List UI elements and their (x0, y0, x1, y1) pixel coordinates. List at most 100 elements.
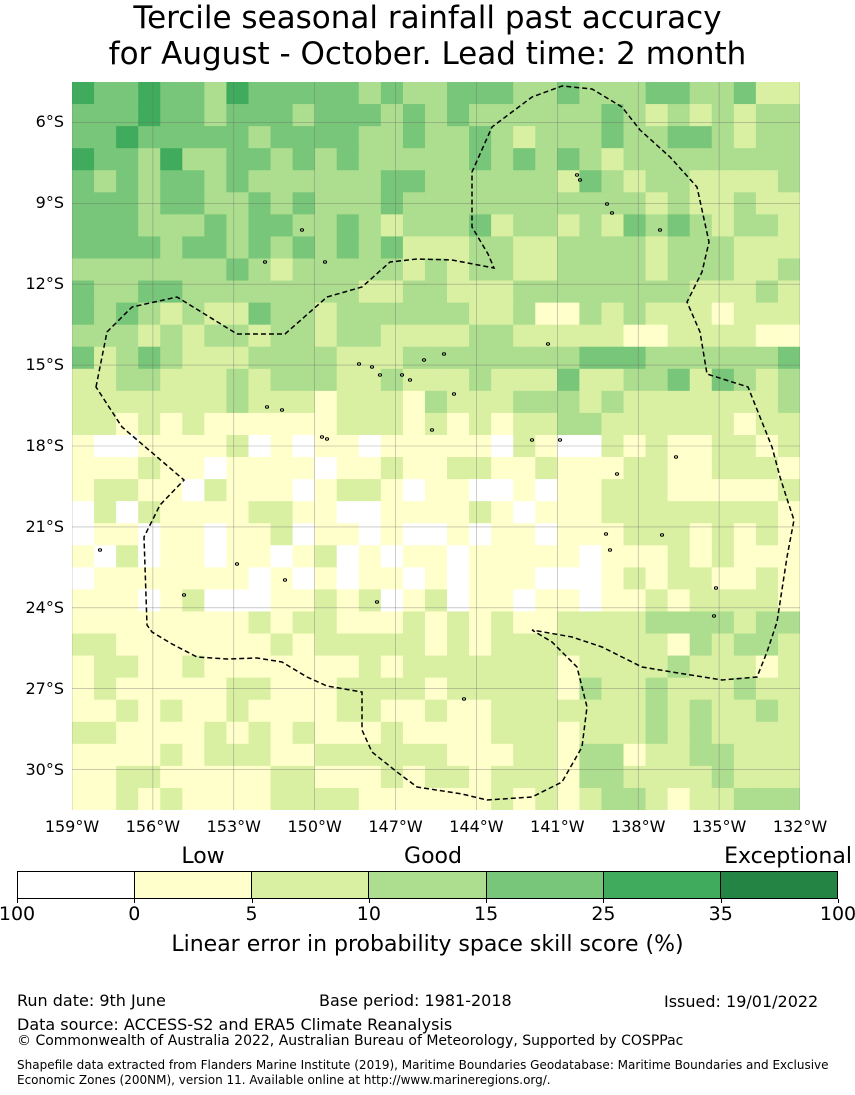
grid-cell (579, 390, 602, 414)
grid-cell (755, 236, 779, 259)
grid-cell (557, 721, 580, 745)
grid-cell (270, 346, 294, 370)
grid-cell (402, 567, 426, 590)
grid-cell (358, 170, 382, 193)
grid-cell (116, 280, 139, 304)
grid-cell (755, 412, 779, 436)
grid-cell (557, 258, 580, 281)
grid-cell (601, 148, 624, 171)
grid-cell (226, 479, 249, 502)
longitude-label: 156°W (125, 817, 181, 836)
latitude-label: 30°S (25, 759, 64, 779)
grid-cell (733, 479, 757, 502)
grid-cell (248, 589, 271, 612)
grid-cell (755, 787, 779, 810)
grid-cell (424, 302, 448, 326)
grid-cell (535, 82, 558, 105)
grid-cell (226, 170, 249, 193)
grid-cell (557, 82, 580, 105)
grid-cell (182, 457, 205, 480)
grid-cell (733, 258, 757, 281)
grid-cell (424, 104, 448, 127)
grid-cell (72, 346, 95, 370)
grid-cell (513, 390, 536, 414)
grid-cell (292, 82, 316, 105)
grid-cell (491, 523, 514, 546)
grid-cell (535, 633, 558, 656)
grid-cell (535, 390, 558, 414)
grid-cell (513, 765, 536, 789)
grid-cell (447, 567, 470, 590)
grid-cell (292, 699, 316, 723)
grid-cell (491, 236, 514, 259)
grid-cell (116, 699, 139, 723)
grid-cell (689, 699, 713, 723)
grid-cell (380, 148, 404, 171)
grid-cell (623, 126, 646, 149)
grid-cell (447, 479, 470, 502)
grid-cell (94, 787, 117, 810)
grid-cell (94, 346, 117, 370)
grid-cell (314, 390, 338, 414)
grid-cell (557, 567, 580, 590)
island-outline (659, 533, 665, 537)
grid-cell (711, 390, 735, 414)
grid-cell (689, 589, 713, 612)
grid-cell (160, 236, 183, 259)
grid-cell (182, 567, 205, 590)
grid-cell (138, 170, 161, 193)
grid-cell (402, 280, 426, 304)
grid-cell (579, 346, 602, 370)
grid-cell (138, 743, 161, 767)
grid-cell (138, 567, 161, 590)
grid-cell (94, 545, 117, 568)
grid-cell (160, 699, 183, 723)
grid-cell (248, 633, 271, 656)
grid-cell (491, 390, 514, 414)
grid-cell (204, 479, 227, 502)
grid-cell (182, 148, 205, 171)
grid-cell (116, 346, 139, 370)
grid-cell (314, 655, 338, 679)
grid-cell (204, 390, 227, 414)
grid-cell (623, 633, 646, 656)
grid-cell (116, 126, 139, 149)
grid-cell (204, 324, 227, 348)
grid-cell (292, 479, 316, 502)
grid-cell (424, 324, 448, 348)
grid-cell (645, 214, 669, 237)
grid-cell (689, 280, 713, 304)
grid-cell (160, 501, 183, 524)
grid-cell (138, 412, 161, 436)
grid-cell (755, 104, 779, 127)
grid-cell (557, 523, 580, 546)
longitude-label: 144°W (449, 817, 504, 836)
grid-cell (248, 412, 271, 436)
grid-cell (336, 148, 360, 171)
grid-cell (711, 743, 735, 767)
island-outline (181, 593, 187, 597)
colorbar-segment (369, 872, 487, 898)
grid-cell (667, 545, 691, 568)
colorbar-tick (838, 899, 839, 903)
grid-cell (733, 82, 757, 105)
latitude-label: 6°S (35, 112, 64, 132)
grid-cell (270, 567, 294, 590)
grid-cell (270, 324, 294, 348)
grid-cell (535, 589, 558, 612)
grid-cell (557, 104, 580, 127)
grid-cell (72, 787, 95, 810)
grid-cell (535, 787, 558, 810)
grid-cell (689, 479, 713, 502)
grid-cell (160, 655, 183, 679)
grid-cell (380, 633, 404, 656)
grid-cell (689, 765, 713, 789)
grid-cell (226, 699, 249, 723)
grid-cell (336, 501, 360, 524)
grid-cell (138, 214, 161, 237)
grid-cell (447, 236, 470, 259)
grid-cell (623, 787, 646, 810)
title-line-1: Tercile seasonal rainfall past accuracy (133, 0, 722, 36)
grid-cell (733, 545, 757, 568)
grid-cell (689, 787, 713, 810)
